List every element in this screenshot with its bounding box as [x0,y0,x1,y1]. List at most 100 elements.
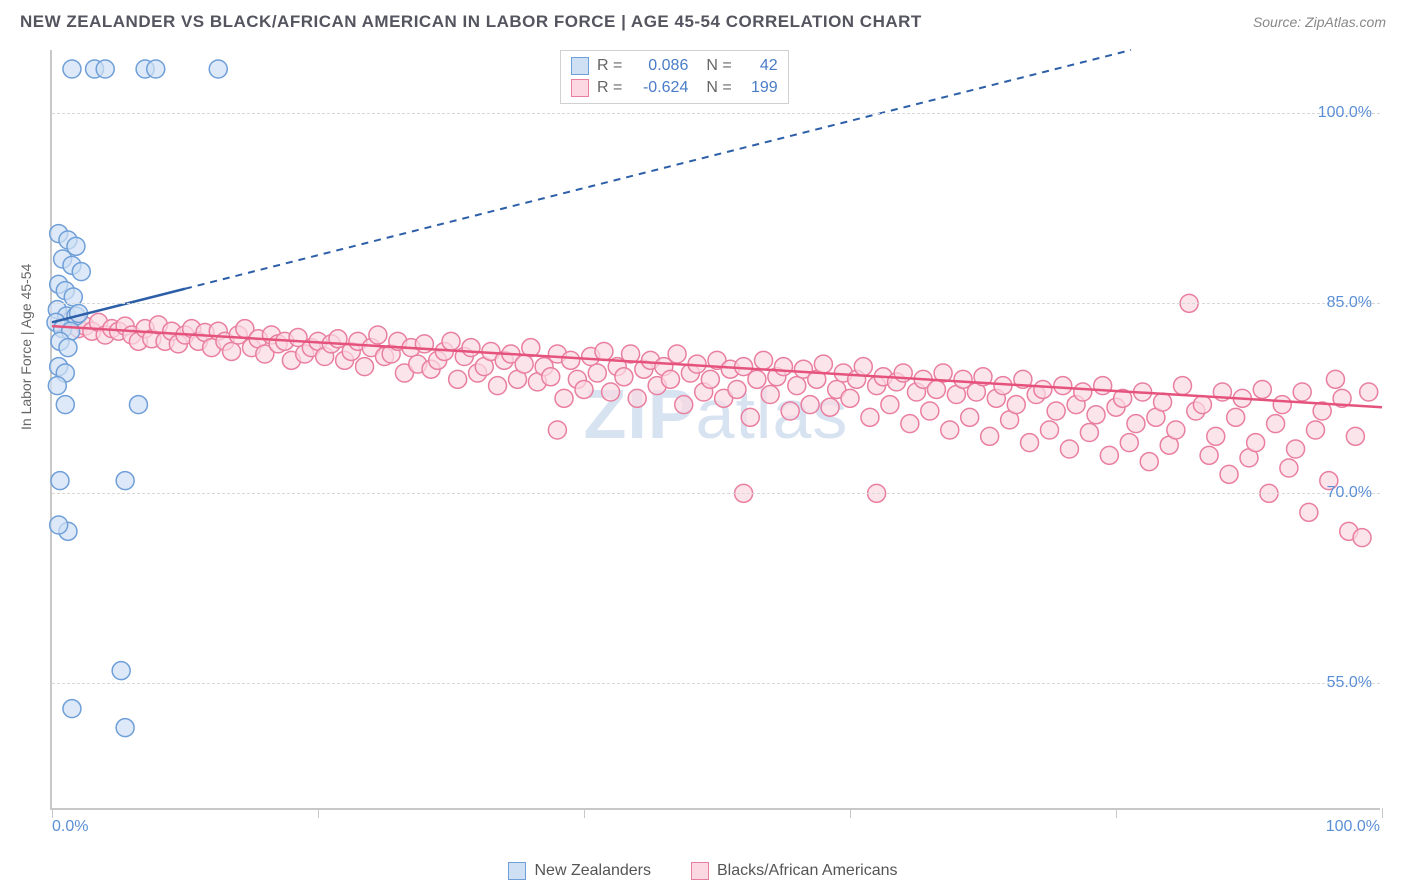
x-tick [52,808,53,818]
data-point [901,415,919,433]
data-point [1154,393,1172,411]
data-point [1326,370,1344,388]
data-point [1087,406,1105,424]
data-point [555,389,573,407]
data-point [1220,465,1238,483]
data-point [821,398,839,416]
data-point [112,662,130,680]
data-point [369,326,387,344]
data-point [854,358,872,376]
stat-n-value: 199 [740,79,778,97]
stats-row: R = 0.086 N = 42 [571,55,778,77]
data-point [841,389,859,407]
data-point [881,396,899,414]
data-point [63,60,81,78]
data-point [1140,453,1158,471]
legend-item: Blacks/African Americans [691,862,898,880]
data-point [356,358,374,376]
plot-svg [52,50,1380,808]
data-point [775,358,793,376]
data-point [1360,383,1378,401]
stats-row: R = -0.624 N = 199 [571,77,778,99]
data-point [562,351,580,369]
stat-n-label: N = [706,79,731,97]
data-point [801,396,819,414]
legend-swatch [691,862,709,880]
gridline [52,113,1380,114]
data-point [1307,421,1325,439]
bottom-legend: New Zealanders Blacks/African Americans [0,862,1406,880]
data-point [1253,380,1271,398]
data-point [1300,503,1318,521]
data-point [96,60,114,78]
chart-title: NEW ZEALANDER VS BLACK/AFRICAN AMERICAN … [20,12,922,32]
x-tick [1382,808,1383,818]
data-point [575,380,593,398]
x-tick [1116,808,1117,818]
data-point [628,389,646,407]
data-point [961,408,979,426]
legend-swatch [571,57,589,75]
stat-r-value: 0.086 [630,57,688,75]
legend-swatch [571,79,589,97]
data-point [442,332,460,350]
data-point [1346,427,1364,445]
data-point [63,700,81,718]
y-tick-label: 55.0% [1327,674,1372,692]
data-point [116,719,134,737]
y-tick-label: 85.0% [1327,294,1372,312]
legend-label: New Zealanders [534,862,651,880]
chart-container: NEW ZEALANDER VS BLACK/AFRICAN AMERICAN … [0,0,1406,892]
data-point [1047,402,1065,420]
data-point [209,60,227,78]
gridline [52,303,1380,304]
data-point [1100,446,1118,464]
data-point [1034,380,1052,398]
y-tick-label: 70.0% [1327,484,1372,502]
data-point [1287,440,1305,458]
data-point [223,342,241,360]
data-point [56,396,74,414]
data-point [781,402,799,420]
data-point [755,351,773,369]
x-tick [318,808,319,818]
x-tick-label-right: 100.0% [1326,818,1380,836]
data-point [728,380,746,398]
stat-r-label: R = [597,79,622,97]
data-point [1207,427,1225,445]
gridline [52,683,1380,684]
data-point [1167,421,1185,439]
data-point [1060,440,1078,458]
data-point [59,339,77,357]
stat-r-label: R = [597,57,622,75]
stats-box: R = 0.086 N = 42 R = -0.624 N = 199 [560,50,789,104]
stat-n-value: 42 [740,57,778,75]
data-point [515,355,533,373]
data-point [50,516,68,534]
stat-n-label: N = [706,57,731,75]
data-point [1193,396,1211,414]
source-label: Source: ZipAtlas.com [1253,14,1386,30]
data-point [981,427,999,445]
data-point [588,364,606,382]
data-point [761,386,779,404]
data-point [1021,434,1039,452]
stat-r-value: -0.624 [630,79,688,97]
data-point [602,383,620,401]
data-point [147,60,165,78]
data-point [1247,434,1265,452]
data-point [1280,459,1298,477]
legend-item: New Zealanders [508,862,651,880]
data-point [542,368,560,386]
legend-swatch [508,862,526,880]
data-point [741,408,759,426]
data-point [1127,415,1145,433]
data-point [449,370,467,388]
x-tick [850,808,851,818]
data-point [661,370,679,388]
data-point [595,342,613,360]
data-point [927,380,945,398]
data-point [668,345,686,363]
data-point [1353,529,1371,547]
data-point [462,339,480,357]
